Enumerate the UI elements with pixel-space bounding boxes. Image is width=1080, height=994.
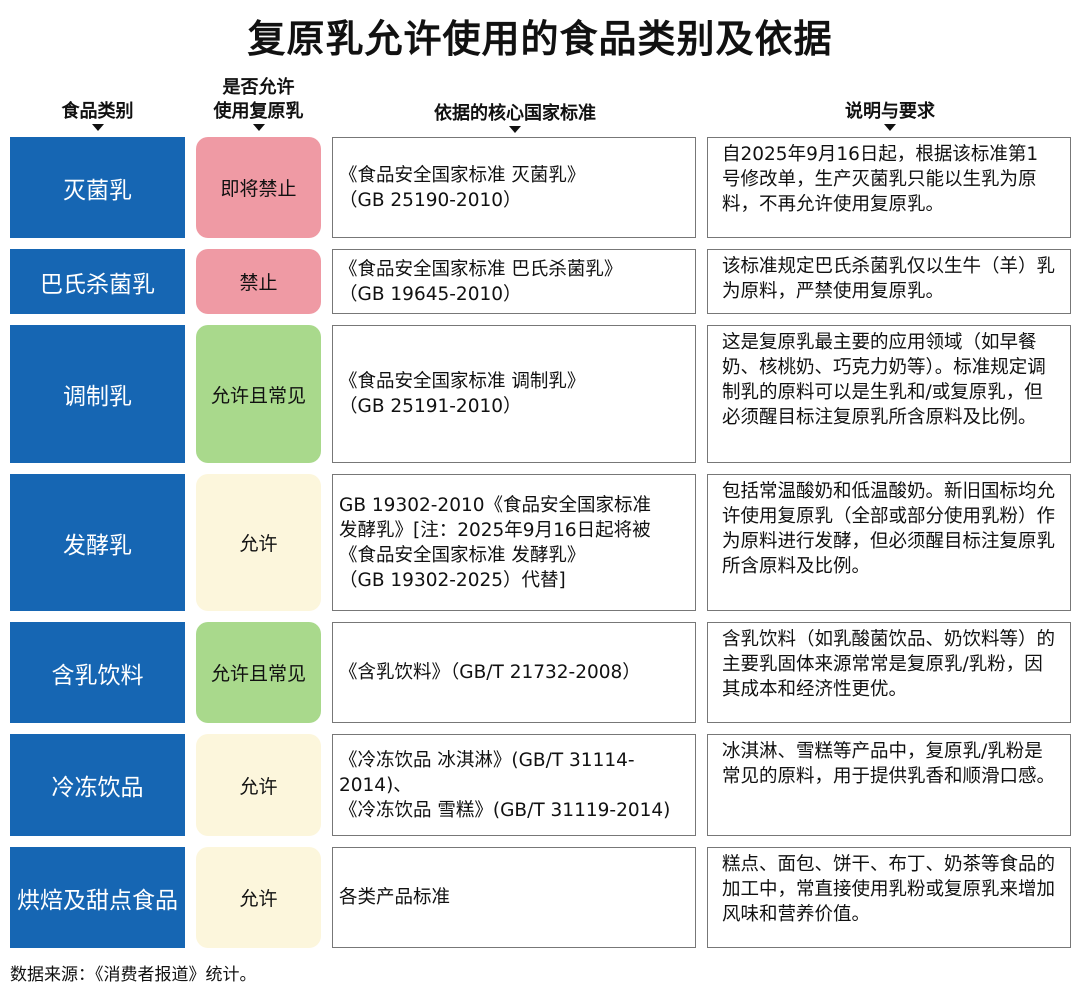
allowed-badge: 允许 [196, 847, 321, 948]
allowed-badge: 即将禁止 [196, 137, 321, 238]
food-category-table: 灭菌乳 即将禁止 《食品安全国家标准 灭菌乳》 （GB 25190-2010） 自20… [10, 137, 1072, 948]
category-cell: 调制乳 [10, 325, 185, 463]
description-cell: 这是复原乳最主要的应用领域（如早餐奶、核桃奶、巧克力奶等）。标准规定调制乳的原料… [707, 325, 1071, 463]
page-title: 复原乳允许使用的食品类别及依据 [247, 17, 833, 61]
description-cell: 冰淇淋、雪糕等产品中，复原乳/乳粉是常见的原料，用于提供乳香和顺滑口感。 [707, 734, 1071, 836]
arrow-down-icon [884, 124, 896, 131]
standard-cell: 《冷冻饮品 冰淇淋》(GB/T 31114-2014)、 《冷冻饮品 雪糕》(G… [332, 734, 696, 836]
standard-cell: 《食品安全国家标准 灭菌乳》 （GB 25190-2010） [332, 137, 696, 238]
header-category: 食品类别 [10, 100, 185, 131]
source-note: 数据来源：《消费者报道》统计。 [10, 965, 257, 985]
category-cell: 巴氏杀菌乳 [10, 249, 185, 314]
category-cell: 烘焙及甜点食品 [10, 847, 185, 948]
category-cell: 含乳饮料 [10, 622, 185, 723]
description-cell: 自2025年9月16日起，根据该标准第1号修改单，生产灭菌乳只能以生乳为原料，不… [707, 137, 1071, 238]
description-cell: 含乳饮料（如乳酸菌饮品、奶饮料等）的主要乳固体来源常常是复原乳/乳粉，因其成本和… [707, 622, 1071, 723]
header-category-label: 食品类别 [61, 101, 134, 122]
allowed-badge: 允许 [196, 474, 321, 611]
standard-cell: 各类产品标准 [332, 847, 696, 948]
category-cell: 灭菌乳 [10, 137, 185, 238]
arrow-down-icon [252, 124, 265, 131]
header-description: 说明与要求 [708, 100, 1072, 131]
standard-cell: GB 19302-2010《食品安全国家标准 发酵乳》[注：2025年9月16日… [332, 474, 696, 611]
allowed-badge: 禁止 [196, 249, 321, 314]
category-cell: 冷冻饮品 [10, 734, 185, 836]
description-cell: 包括常温酸奶和低温酸奶。新旧国标均允许使用复原乳（全部或部分使用乳粉）作为原料进… [707, 474, 1071, 611]
standard-cell: 《食品安全国家标准 巴氏杀菌乳》 （GB 19645-2010） [332, 249, 696, 314]
category-cell: 发酵乳 [10, 474, 185, 611]
header-description-label: 说明与要求 [845, 101, 935, 122]
arrow-down-icon [91, 124, 104, 131]
allowed-badge: 允许 [196, 734, 321, 836]
allowed-badge: 允许且常见 [196, 622, 321, 723]
header-standard-label: 依据的核心国家标准 [434, 103, 596, 124]
header-allowed: 是否允许 使用复原乳 [196, 76, 321, 131]
standard-cell: 《含乳饮料》（GB/T 21732-2008） [332, 622, 696, 723]
header-allowed-label: 是否允许 使用复原乳 [213, 77, 304, 122]
description-cell: 糕点、面包、饼干、布丁、奶茶等食品的加工中，常直接使用乳粉或复原乳来增加风味和营… [707, 847, 1071, 948]
standard-cell: 《食品安全国家标准 调制乳》 （GB 25191-2010） [332, 325, 696, 463]
allowed-badge: 允许且常见 [196, 325, 321, 463]
header-standard: 依据的核心国家标准 [333, 102, 697, 133]
arrow-down-icon [509, 126, 521, 133]
description-cell: 该标准规定巴氏杀菌乳仅以生牛（羊）乳为原料，严禁使用复原乳。 [707, 249, 1071, 314]
